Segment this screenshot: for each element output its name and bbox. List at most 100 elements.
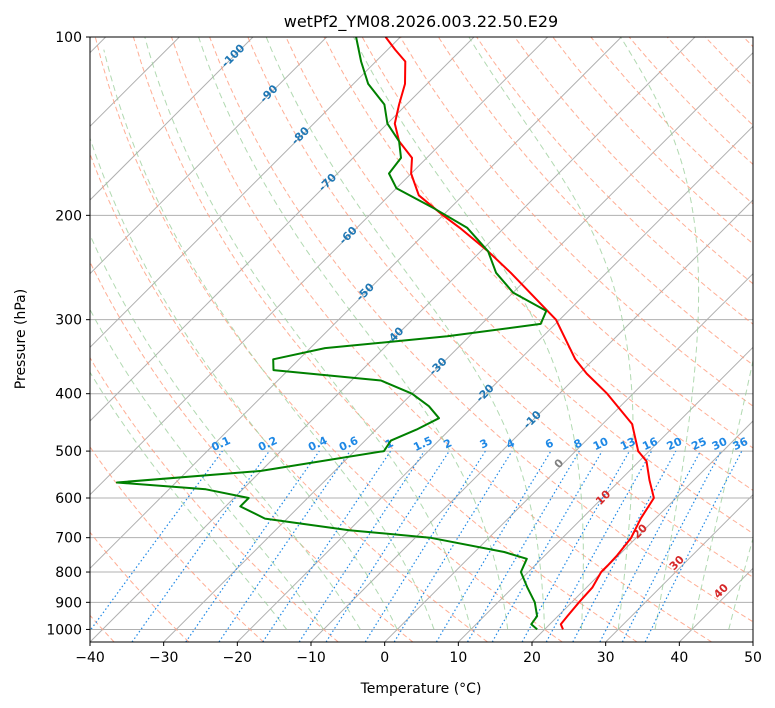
x-tick-label: −40 bbox=[75, 650, 105, 666]
moist-adiabat-line bbox=[353, 37, 584, 630]
dry-adiabat-line bbox=[590, 37, 753, 205]
isotherm-label: -30 bbox=[426, 355, 449, 378]
mixing-ratio-line bbox=[90, 450, 223, 632]
x-tick-label: 10 bbox=[449, 650, 467, 666]
y-tick-label: 1000 bbox=[46, 622, 82, 638]
dry-adiabat-line bbox=[666, 37, 753, 126]
isotherm-line bbox=[90, 37, 549, 496]
isotherm-label: -40 bbox=[383, 324, 406, 347]
x-tick-label: −30 bbox=[149, 650, 179, 666]
mixing-ratio-label: 3 bbox=[478, 436, 490, 451]
mixing-ratio-line bbox=[435, 450, 552, 642]
dry-adiabat-line bbox=[90, 260, 414, 642]
y-axis: 100 200 300 400 500 600 700 800 900 1000 bbox=[46, 30, 90, 638]
mixing-ratio-line bbox=[545, 450, 653, 642]
isotherm-line bbox=[384, 272, 753, 642]
dry-adiabat-line bbox=[90, 446, 264, 642]
dry-adiabat-line bbox=[399, 37, 753, 407]
moist-adiabat-label: 0 bbox=[552, 456, 567, 471]
mixing-ratio-line bbox=[621, 450, 722, 642]
dry-adiabat-line bbox=[90, 531, 190, 642]
moist-adiabat-line bbox=[468, 37, 634, 630]
mixing-ratio-label: 16 bbox=[640, 435, 660, 453]
y-tick-label: 100 bbox=[55, 30, 82, 46]
mixing-ratio-line bbox=[521, 450, 631, 642]
moist-adiabat-line bbox=[90, 308, 324, 630]
plot-frame bbox=[89, 36, 754, 643]
x-tick-label: 40 bbox=[670, 650, 688, 666]
dry-adiabat-line bbox=[704, 37, 753, 87]
dry-adiabat-line bbox=[94, 37, 563, 642]
mixing-ratio-label: 20 bbox=[665, 435, 685, 453]
y-tick-label: 900 bbox=[55, 595, 82, 611]
dry-adiabat-line bbox=[437, 37, 753, 366]
mixing-ratio-line bbox=[218, 450, 351, 642]
x-axis: −40 −30 −20 −10 0 10 20 30 40 50 bbox=[75, 642, 762, 666]
moist-adiabat-line bbox=[144, 37, 472, 630]
isotherm-line bbox=[90, 37, 622, 570]
isotherm-line bbox=[90, 37, 475, 422]
mixing-ratio-line bbox=[393, 450, 513, 642]
mixing-ratio-line bbox=[325, 450, 450, 642]
moist-adiabat-line bbox=[90, 371, 288, 630]
mixing-ratio-line bbox=[572, 450, 677, 642]
mixing-ratio-label: 30 bbox=[710, 435, 730, 453]
isotherm-label: -20 bbox=[473, 381, 496, 404]
mixing-ratio-line bbox=[644, 450, 743, 642]
x-axis-title: Temperature (°C) bbox=[360, 681, 482, 697]
mixing-ratio-line bbox=[185, 450, 320, 642]
y-tick-label: 300 bbox=[55, 313, 82, 329]
y-tick-label: 400 bbox=[55, 387, 82, 403]
isotherm-label: -80 bbox=[289, 124, 312, 147]
y-tick-label: 600 bbox=[55, 491, 82, 507]
x-tick-label: 50 bbox=[744, 650, 762, 666]
dry-adiabat-line bbox=[323, 37, 753, 491]
y-tick-label: 700 bbox=[55, 531, 82, 547]
dewpoint-line bbox=[115, 37, 548, 631]
moist-adiabat-line bbox=[103, 49, 435, 630]
dry-adiabat-line bbox=[361, 37, 753, 449]
moist-adiabat-label: 30 bbox=[667, 553, 687, 573]
mixing-ratio-label: 25 bbox=[689, 435, 708, 453]
isotherm-label: -100 bbox=[219, 41, 248, 70]
isotherm-line bbox=[457, 346, 753, 642]
isotherm-line bbox=[752, 641, 753, 642]
mixing-ratio-label: 4 bbox=[504, 436, 517, 451]
moist-adiabat-label: 20 bbox=[630, 521, 650, 541]
moist-adiabat-line bbox=[691, 358, 753, 630]
temperature-line bbox=[384, 37, 655, 630]
x-tick-label: 0 bbox=[380, 650, 389, 666]
mixing-ratio-line bbox=[131, 450, 270, 642]
x-tick-label: −20 bbox=[223, 650, 253, 666]
y-axis-title: Pressure (hPa) bbox=[13, 289, 29, 389]
x-tick-label: −10 bbox=[296, 650, 326, 666]
mixing-ratio-label: 2 bbox=[442, 436, 454, 451]
isotherm-line bbox=[163, 51, 753, 642]
isotherm-line bbox=[90, 37, 254, 201]
moist-adiabat-line bbox=[90, 136, 398, 630]
dry-adiabat-line bbox=[209, 37, 753, 623]
background-lines bbox=[90, 37, 753, 642]
isotherm-line bbox=[531, 420, 753, 642]
dry-adiabat-line bbox=[132, 37, 638, 642]
y-tick-label: 500 bbox=[55, 444, 82, 460]
dry-adiabat-line bbox=[90, 152, 488, 642]
mixing-ratio-label: 10 bbox=[591, 435, 611, 453]
mixing-ratio-label: 6 bbox=[543, 436, 556, 451]
y-tick-label: 800 bbox=[55, 565, 82, 581]
moist-adiabat-label: 40 bbox=[711, 581, 731, 601]
isotherm-line bbox=[90, 37, 696, 642]
mixing-ratio-line bbox=[262, 450, 392, 642]
moist-adiabat-line bbox=[728, 536, 753, 630]
dry-adiabat-line bbox=[171, 37, 712, 642]
x-tick-label: 30 bbox=[597, 650, 615, 666]
moist-adiabat-line bbox=[198, 37, 509, 630]
mixing-ratio-label: 13 bbox=[618, 435, 637, 453]
isotherm-line bbox=[90, 37, 328, 275]
isotherm-line bbox=[90, 37, 401, 349]
isotherm-label: -10 bbox=[521, 408, 544, 431]
y-tick-label: 200 bbox=[55, 208, 82, 224]
dry-adiabat-line bbox=[743, 37, 753, 48]
isotherm-label: -90 bbox=[257, 82, 280, 105]
